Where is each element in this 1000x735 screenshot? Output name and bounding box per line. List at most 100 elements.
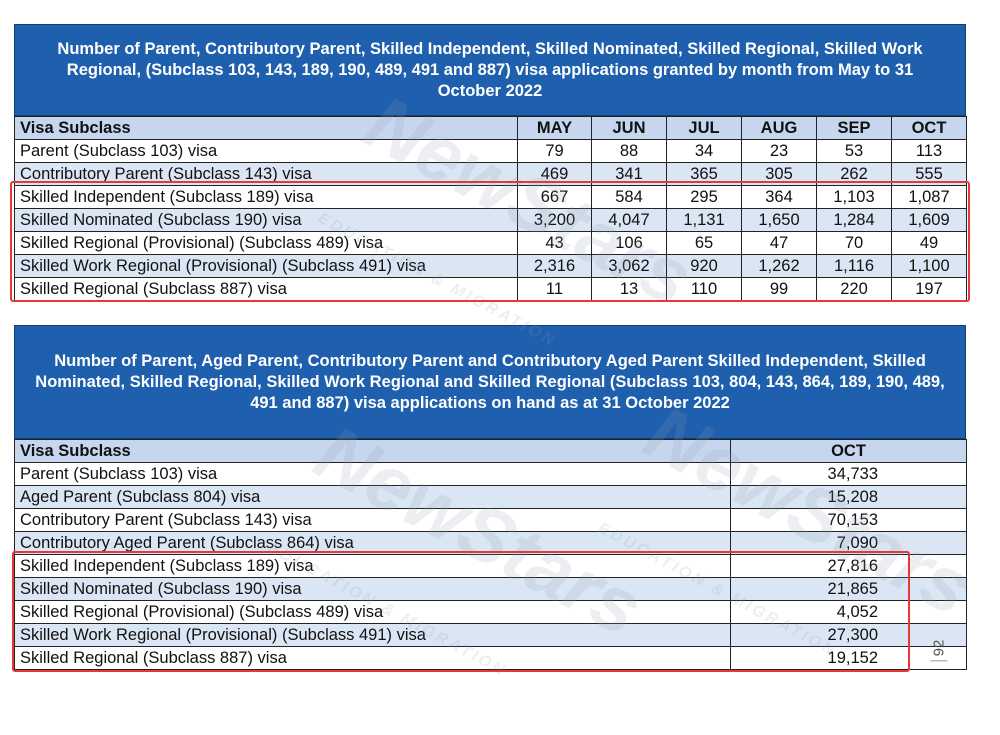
- column-header: JUL: [666, 116, 742, 140]
- table-row: Aged Parent (Subclass 804) visa 15,208: [14, 485, 967, 509]
- value-cell: 19,152: [730, 646, 967, 670]
- value-cell: 1,100: [891, 254, 967, 278]
- visa-subclass-cell: Aged Parent (Subclass 804) visa: [14, 485, 731, 509]
- value-cell: 70: [816, 231, 892, 255]
- value-cell: 1,609: [891, 208, 967, 232]
- value-cell: 469: [517, 162, 592, 186]
- table-row: Skilled Regional (Provisional) (Subclass…: [14, 231, 967, 255]
- visa-subclass-cell: Skilled Work Regional (Provisional) (Sub…: [14, 254, 518, 278]
- visa-subclass-cell: Contributory Aged Parent (Subclass 864) …: [14, 531, 731, 555]
- value-cell: 4,047: [591, 208, 667, 232]
- value-cell: 34: [666, 139, 742, 163]
- table-row: Contributory Aged Parent (Subclass 864) …: [14, 531, 967, 555]
- value-cell: 23: [741, 139, 817, 163]
- table-row: Skilled Independent (Subclass 189) visa 2…: [14, 554, 967, 578]
- table-row: Contributory Parent (Subclass 143) visa 7…: [14, 508, 967, 532]
- page-number: 92: [930, 635, 948, 662]
- granted-table-title: Number of Parent, Contributory Parent, S…: [14, 24, 966, 116]
- value-cell: 106: [591, 231, 667, 255]
- value-cell: 99: [741, 277, 817, 301]
- table-row: Skilled Regional (Subclass 887) visa 11 13…: [14, 277, 967, 301]
- value-cell: 21,865: [730, 577, 967, 601]
- column-header: Visa Subclass: [14, 439, 731, 463]
- value-cell: 65: [666, 231, 742, 255]
- visa-subclass-cell: Skilled Regional (Subclass 887) visa: [14, 277, 518, 301]
- visa-subclass-cell: Skilled Nominated (Subclass 190) visa: [14, 577, 731, 601]
- table-row: Skilled Work Regional (Provisional) (Sub…: [14, 623, 967, 647]
- value-cell: 113: [891, 139, 967, 163]
- value-cell: 4,052: [730, 600, 967, 624]
- value-cell: 11: [517, 277, 592, 301]
- table-row: Contributory Parent (Subclass 143) visa 4…: [14, 162, 967, 186]
- table-row: Skilled Independent (Subclass 189) visa 6…: [14, 185, 967, 209]
- visa-subclass-cell: Parent (Subclass 103) visa: [14, 139, 518, 163]
- value-cell: 15,208: [730, 485, 967, 509]
- value-cell: 1,262: [741, 254, 817, 278]
- value-cell: 34,733: [730, 462, 967, 486]
- value-cell: 555: [891, 162, 967, 186]
- on-hand-table: Visa Subclass OCT Parent (Subclass 103) …: [14, 439, 967, 670]
- visa-subclass-cell: Skilled Regional (Provisional) (Subclass…: [14, 600, 731, 624]
- value-cell: 70,153: [730, 508, 967, 532]
- value-cell: 2,316: [517, 254, 592, 278]
- value-cell: 1,103: [816, 185, 892, 209]
- value-cell: 43: [517, 231, 592, 255]
- column-header: AUG: [741, 116, 817, 140]
- visa-subclass-cell: Contributory Parent (Subclass 143) visa: [14, 162, 518, 186]
- granted-table-block: Number of Parent, Contributory Parent, S…: [14, 24, 967, 301]
- visa-subclass-cell: Skilled Independent (Subclass 189) visa: [14, 554, 731, 578]
- value-cell: 365: [666, 162, 742, 186]
- granted-table-header-row: Visa Subclass MAY JUN JUL AUG SEP OCT: [14, 116, 967, 140]
- visa-subclass-cell: Skilled Regional (Provisional) (Subclass…: [14, 231, 518, 255]
- value-cell: 220: [816, 277, 892, 301]
- visa-subclass-cell: Skilled Work Regional (Provisional) (Sub…: [14, 623, 731, 647]
- value-cell: 1,116: [816, 254, 892, 278]
- value-cell: 1,284: [816, 208, 892, 232]
- table-row: Skilled Regional (Provisional) (Subclass…: [14, 600, 967, 624]
- column-header: OCT: [730, 439, 967, 463]
- column-header: Visa Subclass: [14, 116, 518, 140]
- value-cell: 88: [591, 139, 667, 163]
- value-cell: 13: [591, 277, 667, 301]
- value-cell: 364: [741, 185, 817, 209]
- on-hand-table-title: Number of Parent, Aged Parent, Contribut…: [14, 325, 966, 439]
- value-cell: 27,816: [730, 554, 967, 578]
- value-cell: 262: [816, 162, 892, 186]
- visa-subclass-cell: Skilled Nominated (Subclass 190) visa: [14, 208, 518, 232]
- table-row: Skilled Nominated (Subclass 190) visa 21,…: [14, 577, 967, 601]
- value-cell: 53: [816, 139, 892, 163]
- granted-table: Visa Subclass MAY JUN JUL AUG SEP OCT Pa…: [14, 116, 967, 301]
- value-cell: 295: [666, 185, 742, 209]
- value-cell: 3,200: [517, 208, 592, 232]
- value-cell: 47: [741, 231, 817, 255]
- column-header: OCT: [891, 116, 967, 140]
- column-header: JUN: [591, 116, 667, 140]
- value-cell: 49: [891, 231, 967, 255]
- on-hand-table-header-row: Visa Subclass OCT: [14, 439, 967, 463]
- table-row: Parent (Subclass 103) visa 79 88 34 23 53 113: [14, 139, 967, 163]
- table-row: Parent (Subclass 103) visa 34,733: [14, 462, 967, 486]
- visa-subclass-cell: Skilled Independent (Subclass 189) visa: [14, 185, 518, 209]
- value-cell: 3,062: [591, 254, 667, 278]
- value-cell: 1,087: [891, 185, 967, 209]
- table-row: Skilled Nominated (Subclass 190) visa 3,2…: [14, 208, 967, 232]
- value-cell: 110: [666, 277, 742, 301]
- value-cell: 920: [666, 254, 742, 278]
- value-cell: 667: [517, 185, 592, 209]
- visa-subclass-cell: Skilled Regional (Subclass 887) visa: [14, 646, 731, 670]
- value-cell: 27,300: [730, 623, 967, 647]
- on-hand-table-block: Number of Parent, Aged Parent, Contribut…: [14, 325, 967, 670]
- table-row: Skilled Regional (Subclass 887) visa 19,1…: [14, 646, 967, 670]
- value-cell: 305: [741, 162, 817, 186]
- visa-subclass-cell: Parent (Subclass 103) visa: [14, 462, 731, 486]
- value-cell: 7,090: [730, 531, 967, 555]
- visa-subclass-cell: Contributory Parent (Subclass 143) visa: [14, 508, 731, 532]
- value-cell: 79: [517, 139, 592, 163]
- value-cell: 197: [891, 277, 967, 301]
- value-cell: 584: [591, 185, 667, 209]
- table-row: Skilled Work Regional (Provisional) (Sub…: [14, 254, 967, 278]
- value-cell: 1,650: [741, 208, 817, 232]
- column-header: MAY: [517, 116, 592, 140]
- column-header: SEP: [816, 116, 892, 140]
- value-cell: 341: [591, 162, 667, 186]
